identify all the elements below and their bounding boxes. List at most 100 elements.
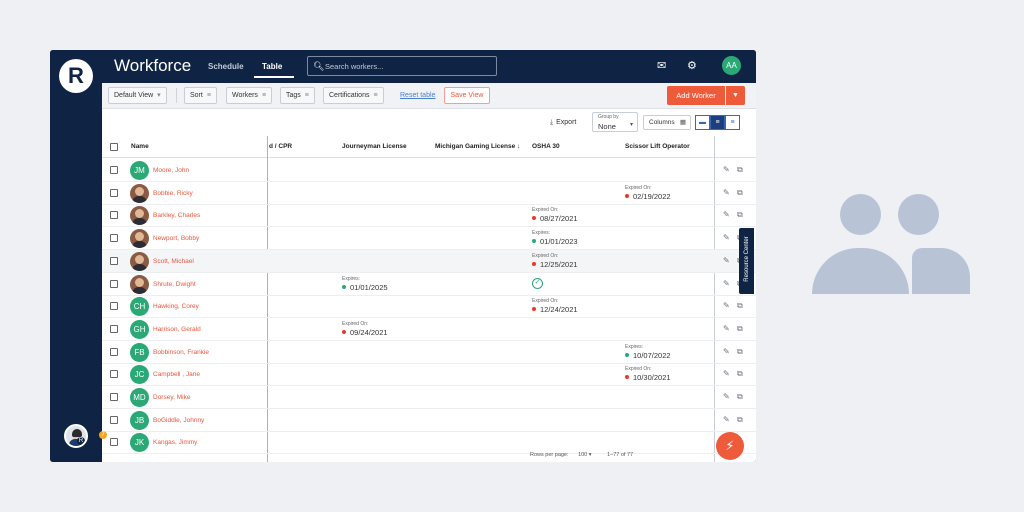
- row-checkbox[interactable]: [110, 234, 118, 243]
- select-all-checkbox[interactable]: [110, 143, 118, 151]
- open-external-icon[interactable]: ⧉: [737, 414, 743, 424]
- edit-icon[interactable]: ✎: [723, 187, 730, 197]
- worker-name-link[interactable]: Shrute, Dwight: [153, 280, 196, 288]
- table-row[interactable]: GH Harrison, Gerald Expired On: 09/24/2021 ✎…: [102, 318, 756, 341]
- row-checkbox[interactable]: [110, 166, 118, 174]
- frozen-column-divider[interactable]: [267, 136, 268, 462]
- row-checkbox[interactable]: [110, 438, 118, 447]
- chevron-down-icon[interactable]: ▾: [587, 452, 592, 458]
- table-row[interactable]: Barkley, Charles Expired On: 08/27/2021 ✎ ⧉: [102, 204, 756, 228]
- cert-date-value: 12/24/2021: [540, 305, 578, 315]
- open-external-icon[interactable]: ⧉: [737, 187, 743, 197]
- row-checkbox[interactable]: [110, 370, 118, 379]
- row-checkbox[interactable]: [110, 347, 118, 356]
- table-row[interactable]: Bobbie, Ricky Expired On: 02/19/2022 ✎ ⧉: [102, 182, 756, 205]
- profile-avatar[interactable]: R: [64, 424, 88, 448]
- open-external-icon[interactable]: ⧉: [737, 301, 743, 311]
- edit-icon[interactable]: ✎: [723, 301, 730, 311]
- tab-schedule[interactable]: Schedule: [208, 62, 244, 71]
- density-comfortable-button[interactable]: ≡: [725, 115, 740, 130]
- open-external-icon[interactable]: ⧉: [737, 369, 743, 379]
- default-view-dropdown[interactable]: Default View ▾: [108, 87, 167, 104]
- workers-filter-button[interactable]: Workers ≡: [226, 87, 273, 104]
- add-worker-button[interactable]: Add Worker: [667, 86, 725, 105]
- edit-icon[interactable]: ✎: [723, 323, 730, 333]
- worker-name-link[interactable]: Hawking, Corey: [153, 303, 199, 311]
- worker-name-link[interactable]: Scott, Michael: [153, 257, 194, 265]
- sort-arrow-down-icon: ↓: [517, 143, 521, 150]
- table-row[interactable]: JB BoGiddle, Johnny ✎ ⧉: [102, 409, 756, 432]
- open-external-icon[interactable]: ⧉: [737, 165, 743, 174]
- gear-icon[interactable]: ⚙: [687, 60, 697, 72]
- quick-action-button[interactable]: ⚡︎: [716, 432, 744, 460]
- search-box[interactable]: 🔍︎: [307, 56, 497, 76]
- notification-badge[interactable]: 7: [99, 431, 107, 439]
- add-worker-dropdown[interactable]: ▼: [726, 86, 745, 105]
- row-checkbox[interactable]: [110, 393, 118, 401]
- edit-icon[interactable]: ✎: [723, 346, 730, 356]
- column-header-cpr[interactable]: d / CPR: [269, 143, 293, 150]
- worker-name-link[interactable]: Moore, John: [153, 167, 190, 174]
- worker-name-link[interactable]: Dorsey, Mike: [153, 394, 191, 401]
- open-external-icon[interactable]: ⧉: [737, 210, 743, 220]
- resource-center-tab[interactable]: Resource Center: [739, 228, 754, 294]
- mail-icon[interactable]: ✉: [657, 60, 667, 72]
- worker-name-link[interactable]: Bobbinson, Frankie: [153, 348, 210, 356]
- edit-icon[interactable]: ✎: [723, 278, 730, 288]
- rows-per-page-select[interactable]: 100: [578, 452, 588, 458]
- worker-name-link[interactable]: Barkley, Charles: [153, 212, 201, 220]
- tab-table[interactable]: Table: [262, 62, 283, 71]
- edit-icon[interactable]: ✎: [723, 233, 730, 243]
- edit-icon[interactable]: ✎: [723, 165, 730, 174]
- column-header-osha[interactable]: OSHA 30: [532, 143, 560, 150]
- export-button[interactable]: ⤓ Export: [550, 119, 576, 127]
- row-checkbox[interactable]: [110, 256, 118, 265]
- table-row[interactable]: JC Campbell , Jane Expired On: 10/30/2021 ✎ ⧉: [102, 363, 756, 387]
- edit-icon[interactable]: ✎: [723, 210, 730, 220]
- worker-name-link[interactable]: Bobbie, Ricky: [153, 189, 193, 197]
- row-checkbox[interactable]: [110, 302, 118, 311]
- table-row[interactable]: CH Hawking, Corey Expired On: 12/24/2021 ✎ ⧉: [102, 295, 756, 319]
- reset-table-link[interactable]: Reset table: [400, 92, 436, 99]
- table-row[interactable]: FB Bobbinson, Frankie Expires: 10/07/2022 ✎ ⧉: [102, 341, 756, 364]
- column-header-name[interactable]: Name: [131, 143, 149, 150]
- group-by-select[interactable]: Group by None ▾: [592, 112, 638, 132]
- worker-name-link[interactable]: Kangas, Jimmy: [153, 439, 198, 447]
- open-external-icon[interactable]: ⧉: [737, 346, 743, 356]
- search-input[interactable]: [325, 60, 485, 73]
- edit-icon[interactable]: ✎: [723, 414, 730, 424]
- worker-name-link[interactable]: Campbell , Jane: [153, 371, 200, 379]
- column-header-scissor[interactable]: Scissor Lift Operator: [625, 143, 690, 150]
- worker-name-link[interactable]: Newport, Bobby: [153, 235, 200, 243]
- row-checkbox[interactable]: [110, 188, 118, 197]
- column-header-gaming[interactable]: Michigan Gaming License ↓: [435, 143, 520, 150]
- edit-icon[interactable]: ✎: [723, 255, 730, 265]
- save-view-button[interactable]: Save View: [444, 87, 490, 104]
- table-row[interactable]: MD Dorsey, Mike ✎ ⧉: [102, 386, 756, 409]
- worker-name-link[interactable]: BoGiddle, Johnny: [153, 416, 205, 424]
- row-checkbox[interactable]: [110, 415, 118, 424]
- app-logo[interactable]: R: [59, 59, 93, 93]
- open-external-icon[interactable]: ⧉: [737, 392, 743, 401]
- row-checkbox[interactable]: [110, 211, 118, 220]
- table-row[interactable]: JM Moore, John ✎ ⧉: [102, 159, 756, 182]
- certifications-filter-button[interactable]: Certifications ≡: [323, 87, 384, 104]
- density-standard-button[interactable]: ≡: [710, 115, 725, 130]
- row-checkbox[interactable]: [110, 324, 118, 333]
- sort-button[interactable]: Sort ≡: [184, 87, 217, 104]
- row-checkbox[interactable]: [110, 279, 118, 288]
- density-compact-button[interactable]: ▬: [695, 115, 710, 130]
- columns-button[interactable]: Columns ▦: [643, 115, 691, 130]
- column-header-journeyman[interactable]: Journeyman License: [342, 143, 407, 150]
- open-external-icon[interactable]: ⧉: [737, 323, 743, 333]
- user-avatar[interactable]: AA: [722, 56, 741, 75]
- worker-avatar: JB: [130, 410, 149, 430]
- tags-filter-button[interactable]: Tags ≡: [280, 87, 315, 104]
- worker-name-link[interactable]: Harrison, Gerald: [153, 325, 201, 333]
- edit-icon[interactable]: ✎: [723, 369, 730, 379]
- edit-icon[interactable]: ✎: [723, 392, 730, 401]
